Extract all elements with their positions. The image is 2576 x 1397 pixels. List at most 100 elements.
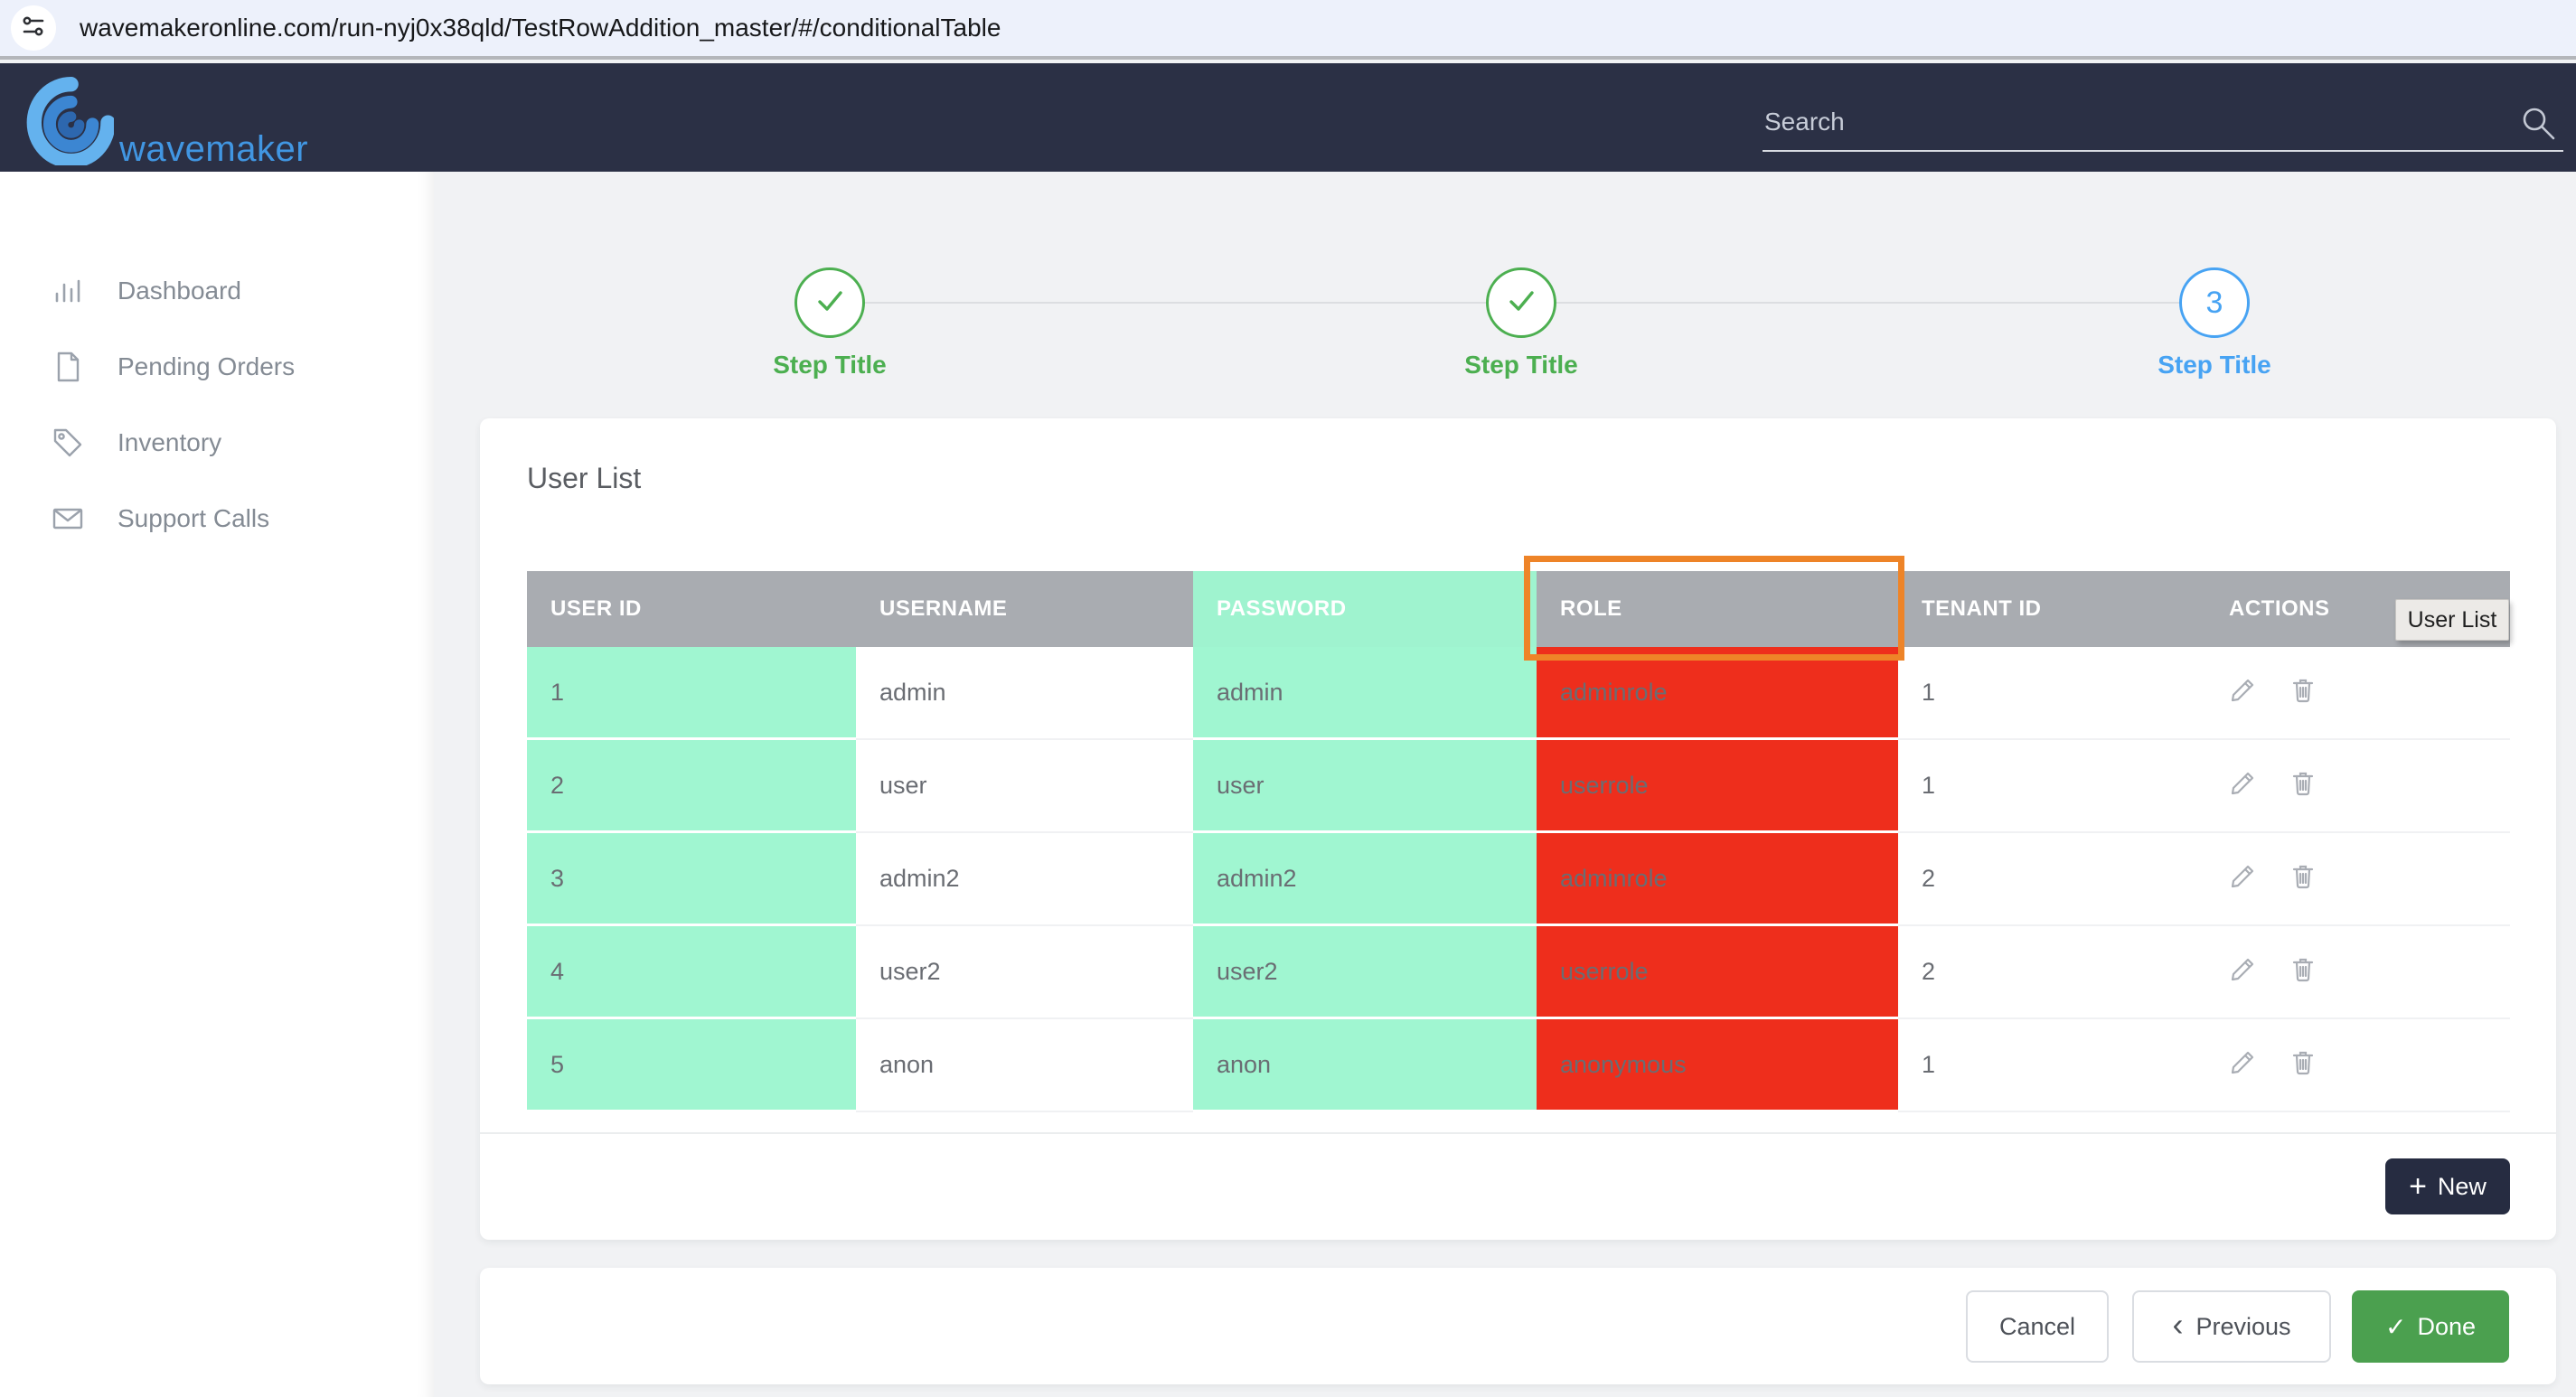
sidebar-item-label: Support Calls bbox=[118, 504, 270, 532]
cell-actions bbox=[2205, 740, 2510, 833]
sidebar: Dashboard Pending Orders Inventory bbox=[0, 172, 434, 1397]
edit-row-button[interactable] bbox=[2229, 768, 2258, 803]
pencil-icon bbox=[2231, 865, 2254, 888]
brand-name: wavemaker bbox=[119, 129, 309, 169]
step-2-circle[interactable] bbox=[1486, 267, 1556, 338]
column-header-actions: ACTIONS bbox=[2205, 571, 2510, 647]
column-header-user-id[interactable]: USER ID bbox=[527, 571, 856, 647]
new-button-label: New bbox=[2437, 1172, 2487, 1200]
search-box bbox=[1763, 103, 2563, 152]
step-connector bbox=[830, 302, 1521, 304]
step-1-label: Step Title bbox=[773, 351, 887, 379]
sidebar-item-inventory[interactable]: Inventory bbox=[0, 405, 434, 481]
table-row: 4 user2 user2 userrole 2 bbox=[527, 926, 2510, 1019]
cell-username: anon bbox=[856, 1019, 1193, 1112]
wavemaker-logo-icon bbox=[25, 77, 116, 170]
step-connector bbox=[1521, 302, 2214, 304]
sidebar-nav: Dashboard Pending Orders Inventory bbox=[0, 172, 434, 557]
wizard-step-1: Step Title bbox=[721, 267, 938, 380]
cancel-button[interactable]: Cancel bbox=[1966, 1290, 2109, 1363]
edit-row-button[interactable] bbox=[2229, 954, 2258, 989]
done-button[interactable]: ✓ Done bbox=[2352, 1290, 2509, 1363]
tune-icon bbox=[20, 13, 47, 44]
delete-row-button[interactable] bbox=[2289, 861, 2317, 896]
table-row: 3 admin2 admin2 adminrole 2 bbox=[527, 833, 2510, 926]
wizard-step-3: 3 Step Title bbox=[2106, 267, 2323, 380]
table-row: 1 admin admin adminrole 1 bbox=[527, 647, 2510, 740]
delete-row-button[interactable] bbox=[2289, 675, 2317, 710]
wizard-step-2: Step Title bbox=[1413, 267, 1630, 380]
search-icon[interactable] bbox=[2518, 103, 2558, 147]
cell-role: anonymous bbox=[1537, 1019, 1898, 1112]
cell-actions bbox=[2205, 833, 2510, 926]
trash-icon bbox=[2292, 958, 2313, 982]
pencil-icon bbox=[2231, 679, 2254, 702]
pencil-icon bbox=[2231, 772, 2254, 795]
cell-tenant-id: 1 bbox=[1898, 1019, 2205, 1112]
check-icon bbox=[1501, 281, 1541, 325]
cell-tenant-id: 2 bbox=[1898, 926, 2205, 1019]
cancel-button-label: Cancel bbox=[1998, 1312, 2076, 1340]
table-header-row: USER ID USERNAME PASSWORD ROLE TENANT ID… bbox=[527, 571, 2510, 647]
cell-actions bbox=[2205, 647, 2510, 740]
column-header-password[interactable]: PASSWORD bbox=[1193, 571, 1537, 647]
cell-password: anon bbox=[1193, 1019, 1537, 1112]
bar-chart-icon bbox=[51, 274, 85, 308]
step-3-circle[interactable]: 3 bbox=[2179, 267, 2250, 338]
sidebar-item-pending-orders[interactable]: Pending Orders bbox=[0, 329, 434, 405]
cell-role: userrole bbox=[1537, 740, 1898, 833]
wizard-footer-card: Cancel ‹ Previous ✓ Done bbox=[480, 1268, 2556, 1384]
check-icon bbox=[810, 281, 850, 325]
cell-user-id: 4 bbox=[527, 926, 856, 1019]
column-header-username[interactable]: USERNAME bbox=[856, 571, 1193, 647]
trash-icon bbox=[2292, 679, 2313, 703]
site-settings-button[interactable] bbox=[11, 5, 56, 51]
edit-row-button[interactable] bbox=[2229, 861, 2258, 896]
cell-user-id: 5 bbox=[527, 1019, 856, 1112]
cell-tenant-id: 1 bbox=[1898, 740, 2205, 833]
previous-button[interactable]: ‹ Previous bbox=[2132, 1290, 2331, 1363]
cell-role: adminrole bbox=[1537, 647, 1898, 740]
sidebar-item-label: Dashboard bbox=[118, 277, 241, 305]
delete-row-button[interactable] bbox=[2289, 954, 2317, 989]
trash-icon bbox=[2292, 1051, 2313, 1075]
edit-row-button[interactable] bbox=[2229, 675, 2258, 710]
tag-icon bbox=[51, 426, 85, 460]
cell-password: user2 bbox=[1193, 926, 1537, 1019]
search-input[interactable] bbox=[1763, 103, 2563, 150]
cell-tenant-id: 2 bbox=[1898, 833, 2205, 926]
column-header-role[interactable]: ROLE bbox=[1537, 571, 1898, 647]
app-navbar: wavemaker bbox=[0, 63, 2576, 172]
cell-actions bbox=[2205, 926, 2510, 1019]
cell-role: adminrole bbox=[1537, 833, 1898, 926]
delete-row-button[interactable] bbox=[2289, 768, 2317, 803]
check-icon: ✓ bbox=[2384, 1312, 2407, 1341]
step-1-circle[interactable] bbox=[794, 267, 865, 338]
sidebar-item-support-calls[interactable]: Support Calls bbox=[0, 481, 434, 557]
table-row: 2 user user userrole 1 bbox=[527, 740, 2510, 833]
column-header-tenant-id[interactable]: TENANT ID bbox=[1898, 571, 2205, 647]
step-2-label: Step Title bbox=[1464, 351, 1578, 379]
cell-username: admin bbox=[856, 647, 1193, 740]
step-3-number: 3 bbox=[2205, 285, 2223, 320]
cell-role: userrole bbox=[1537, 926, 1898, 1019]
sidebar-item-dashboard[interactable]: Dashboard bbox=[0, 253, 434, 329]
step-3-label: Step Title bbox=[2158, 351, 2271, 379]
url-text[interactable]: wavemakeronline.com/run-nyj0x38qld/TestR… bbox=[80, 14, 1001, 42]
envelope-icon bbox=[51, 502, 85, 536]
brand[interactable]: wavemaker bbox=[25, 77, 309, 170]
new-row-button[interactable]: + New bbox=[2385, 1158, 2510, 1214]
delete-row-button[interactable] bbox=[2289, 1047, 2317, 1083]
cell-user-id: 3 bbox=[527, 833, 856, 926]
edit-row-button[interactable] bbox=[2229, 1047, 2258, 1083]
table-tooltip: User List bbox=[2395, 599, 2509, 641]
cell-username: admin2 bbox=[856, 833, 1193, 926]
browser-url-bar: wavemakeronline.com/run-nyj0x38qld/TestR… bbox=[0, 0, 2576, 60]
cell-password: user bbox=[1193, 740, 1537, 833]
sidebar-item-label: Inventory bbox=[118, 428, 222, 456]
user-table: USER ID USERNAME PASSWORD ROLE TENANT ID… bbox=[527, 571, 2510, 1112]
document-icon bbox=[51, 350, 85, 384]
cell-user-id: 1 bbox=[527, 647, 856, 740]
trash-icon bbox=[2292, 772, 2313, 796]
